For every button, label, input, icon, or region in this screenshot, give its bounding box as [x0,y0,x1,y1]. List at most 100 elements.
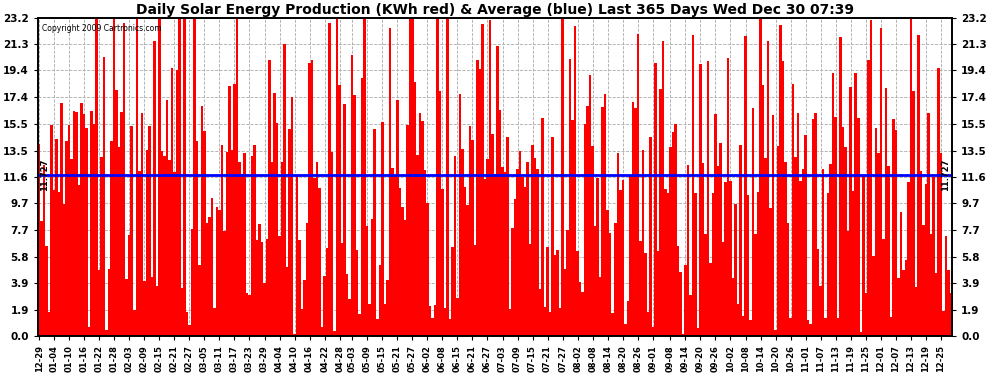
Bar [730,181,732,336]
Bar [761,86,764,336]
Bar [905,260,907,336]
Bar [942,311,944,336]
Bar [654,63,656,336]
Bar [709,263,712,336]
Bar [339,85,341,336]
Bar [581,292,584,336]
Bar [434,305,437,336]
Bar [383,304,386,336]
Bar [208,217,211,336]
Bar [732,278,735,336]
Bar [802,169,805,336]
Bar [895,130,897,336]
Bar [912,91,915,336]
Bar [93,124,95,336]
Bar [296,176,298,336]
Bar [930,234,933,336]
Bar [391,168,394,336]
Bar [185,312,188,336]
Bar [509,309,511,336]
Bar [442,189,444,336]
Bar [769,209,772,336]
Bar [644,253,646,336]
Bar [183,18,185,336]
Bar [446,18,448,336]
Bar [486,159,489,336]
Bar [782,61,784,336]
Bar [857,118,859,336]
Bar [640,241,642,336]
Bar [847,231,849,336]
Bar [917,34,920,336]
Bar [311,60,314,336]
Bar [679,272,682,336]
Bar [414,82,416,336]
Bar [699,64,702,336]
Bar [849,87,852,336]
Bar [303,280,306,336]
Bar [48,312,50,336]
Bar [862,176,864,336]
Bar [519,152,522,336]
Bar [128,236,131,336]
Bar [404,219,406,336]
Bar [707,60,709,336]
Bar [437,18,439,336]
Bar [234,84,236,336]
Bar [794,157,797,336]
Bar [817,249,820,336]
Bar [236,18,239,336]
Bar [429,306,431,336]
Bar [336,18,339,336]
Bar [624,324,627,336]
Bar [350,55,353,336]
Bar [797,113,799,336]
Bar [148,126,150,336]
Bar [301,309,303,336]
Bar [431,318,434,336]
Bar [874,128,877,336]
Bar [664,189,666,336]
Bar [188,325,191,336]
Bar [293,334,296,336]
Bar [689,295,692,336]
Bar [250,156,253,336]
Bar [837,318,840,336]
Bar [517,169,519,336]
Bar [193,19,196,336]
Bar [223,231,226,336]
Text: Copyright 2009 Cartronics.com: Copyright 2009 Cartronics.com [43,24,162,33]
Bar [922,225,925,336]
Bar [203,131,206,336]
Bar [907,182,910,336]
Bar [463,187,466,336]
Bar [353,95,356,336]
Bar [697,328,699,336]
Bar [60,103,62,336]
Bar [609,233,612,336]
Bar [892,119,895,336]
Bar [832,73,835,336]
Bar [859,332,862,336]
Bar [62,204,65,336]
Bar [358,314,361,336]
Bar [787,224,789,336]
Bar [767,41,769,336]
Bar [544,308,546,336]
Bar [854,73,857,336]
Bar [744,36,746,336]
Bar [50,125,52,336]
Bar [453,156,456,336]
Bar [622,180,624,336]
Bar [524,187,527,336]
Bar [150,277,153,336]
Bar [258,224,260,336]
Bar [742,316,744,336]
Bar [632,102,634,336]
Bar [401,207,404,336]
Bar [216,207,218,336]
Bar [756,192,759,336]
Bar [316,162,319,336]
Bar [373,129,376,336]
Bar [448,319,451,336]
